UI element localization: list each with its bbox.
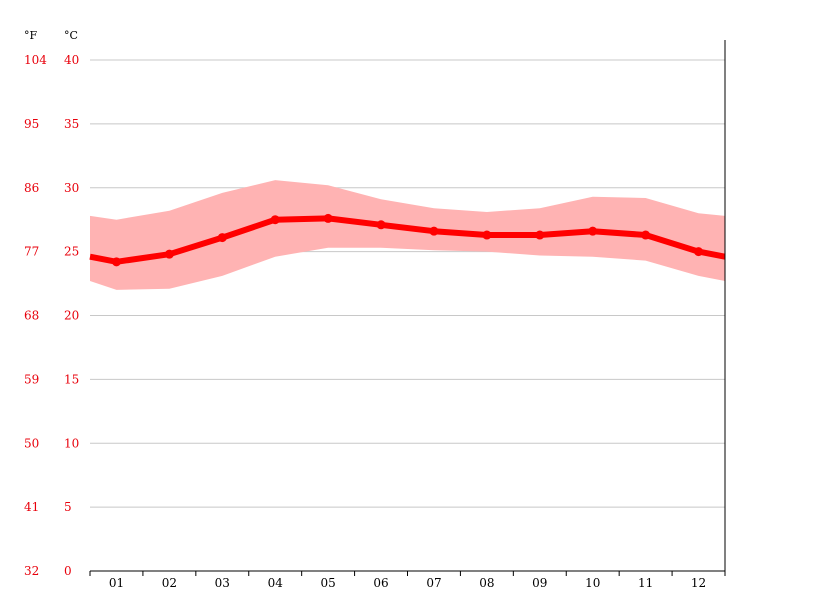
x-tick-label: 11 [638,576,653,590]
y-tick-label-fahrenheit: 32 [24,564,39,578]
fahrenheit-unit-label: °F [24,29,38,42]
y-tick-label-celsius: 0 [64,564,72,578]
x-tick-label: 09 [532,576,547,590]
x-tick-label: 08 [479,576,494,590]
y-tick-label-celsius: 40 [64,53,79,67]
data-point [217,233,227,243]
y-tick-label-celsius: 15 [64,372,79,386]
y-tick-label-celsius: 5 [64,500,72,514]
mean-line [89,215,726,265]
mean-temperature-points [111,213,704,267]
y-tick-label-fahrenheit: 41 [24,500,39,514]
celsius-unit-label: °C [64,29,78,42]
data-point [323,213,333,223]
data-point [270,215,280,225]
y-tick-label-celsius: 10 [64,436,79,450]
x-tick-label: 10 [585,576,600,590]
x-tick-label: 05 [320,576,335,590]
data-point [111,257,121,267]
data-point [535,230,545,240]
y-tick-label-celsius: 30 [64,181,79,195]
data-point [641,230,651,240]
y-tick-label-celsius: 25 [64,245,79,259]
y-tick-label-fahrenheit: 86 [24,181,39,195]
x-tick-label: 04 [268,576,284,590]
x-tick-label: 12 [691,576,706,590]
x-tick-label: 01 [109,576,124,590]
x-tick-label: 07 [426,576,441,590]
data-point [429,226,439,236]
x-tick-label: 03 [215,576,230,590]
axes [89,40,726,576]
y-tick-label-fahrenheit: 104 [24,53,47,67]
y-tick-label-fahrenheit: 77 [24,245,39,259]
data-point [164,249,174,259]
y-tick-label-fahrenheit: 68 [24,309,39,323]
y-tick-label-celsius: 20 [64,309,79,323]
y-tick-label-fahrenheit: 59 [24,372,39,386]
data-point [588,226,598,236]
data-point [482,230,492,240]
y-tick-label-fahrenheit: 95 [24,117,39,131]
y-tick-label-celsius: 35 [64,117,79,131]
mean-temperature-line [89,215,726,265]
data-point [694,247,704,257]
axis-labels: °F °C 0 32 5 41 10 50 15 59 20 68 25 77 30 86 35 95 40 10… [24,29,706,590]
y-tick-label-fahrenheit: 50 [24,436,39,450]
temperature-range-band [90,180,725,290]
range-band [90,180,725,290]
x-tick-label: 02 [162,576,177,590]
data-point [376,220,386,230]
x-tick-label: 06 [373,576,388,590]
